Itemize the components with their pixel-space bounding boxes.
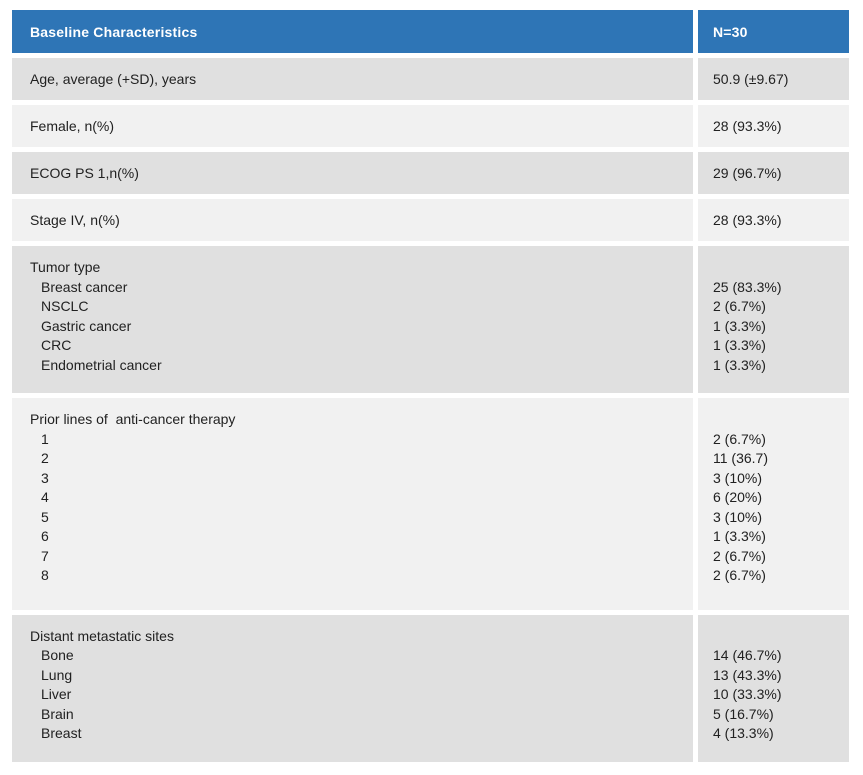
group-item-value: 6 (20%) xyxy=(713,489,763,505)
value-spacer xyxy=(698,410,849,430)
header-value-cell: N=30 xyxy=(698,10,849,53)
group-label: Tumor type xyxy=(30,259,101,275)
row-value-cell: 14 (46.7%) 13 (43.3%) 10 (33.3%) 5 (16.7%) 4… xyxy=(698,614,849,762)
table-title: Baseline Characteristics xyxy=(30,23,198,40)
row-value: 28 (93.3%) xyxy=(713,118,782,134)
group-item-value: 1 (3.3%) xyxy=(713,356,766,373)
group-item-value: 2 (6.7%) xyxy=(713,430,766,447)
group-item-value: 1 (3.3%) xyxy=(713,528,766,544)
group-item-label: 6 xyxy=(41,528,49,544)
row-label: Stage IV, n(%) xyxy=(30,212,120,228)
table-row: Female, n(%) 28 (93.3%) xyxy=(12,105,849,147)
group-item-label: 4 xyxy=(41,489,49,505)
group-item-value: 1 (3.3%) xyxy=(713,337,766,353)
table-row: ECOG PS 1,n(%) 29 (96.7%) xyxy=(12,152,849,194)
group-item-value: 11 (36.7) xyxy=(713,450,768,466)
group-item-value: 13 (43.3%) xyxy=(713,666,782,683)
group-item-label: CRC xyxy=(41,337,72,353)
group-item-value: 4 (13.3%) xyxy=(713,725,774,741)
row-label: Female, n(%) xyxy=(30,118,115,134)
row-label-cell: ECOG PS 1,n(%) xyxy=(12,152,693,194)
table-row: Distant metastatic sites Bone Lung Liver Bra… xyxy=(12,614,849,762)
table-row: Age, average (+SD), years 50.9 (±9.67) xyxy=(12,58,849,100)
row-value-cell: 28 (93.3%) xyxy=(698,105,849,147)
group-item-label: 2 xyxy=(41,450,49,466)
row-label-cell: Distant metastatic sites Bone Lung Liver Bra… xyxy=(12,614,693,762)
group-item-value: 2 (6.7%) xyxy=(713,298,766,314)
header-label-cell: Baseline Characteristics xyxy=(12,10,693,53)
table-row: Prior lines of anti-cancer therapy 1 2 3 4 5 6… xyxy=(12,398,849,610)
group-item-label: Liver xyxy=(41,686,72,702)
group-item-label: Gastric cancer xyxy=(41,317,132,334)
group-item-value: 25 (83.3%) xyxy=(713,278,782,295)
group-item-label: 1 xyxy=(41,430,49,447)
group-item-label: Endometrial cancer xyxy=(41,356,162,373)
table-rows: Age, average (+SD), years 50.9 (±9.67) Fem… xyxy=(12,58,849,762)
row-value: 29 (96.7%) xyxy=(713,165,782,181)
row-value-cell: 29 (96.7%) xyxy=(698,152,849,194)
row-value-cell: 2 (6.7%) 11 (36.7) 3 (10%) 6 (20%) 3 (10%) 1 … xyxy=(698,398,849,610)
group-item-value: 2 (6.7%) xyxy=(713,547,766,564)
sample-size-label: N=30 xyxy=(713,23,748,40)
row-value-cell: 25 (83.3%) 2 (6.7%) 1 (3.3%) 1 (3.3%) 1 (3.3… xyxy=(698,246,849,393)
row-label-cell: Prior lines of anti-cancer therapy 1 2 3 4 5 6… xyxy=(12,398,693,610)
group-item-label: 7 xyxy=(41,547,49,564)
group-item-value: 14 (46.7%) xyxy=(713,647,782,663)
group-item-value: 10 (33.3%) xyxy=(713,686,782,702)
row-label-cell: Female, n(%) xyxy=(12,105,693,147)
row-value-cell: 50.9 (±9.67) xyxy=(698,58,849,100)
row-label: ECOG PS 1,n(%) xyxy=(30,165,139,181)
group-item-label: Lung xyxy=(41,666,73,683)
group-item-label: Brain xyxy=(41,705,74,722)
group-label: Prior lines of anti-cancer therapy xyxy=(30,411,236,427)
group-item-value: 3 (10%) xyxy=(713,469,763,486)
group-item-label: 5 xyxy=(41,508,49,525)
row-value-cell: 28 (93.3%) xyxy=(698,199,849,241)
group-item-label: 3 xyxy=(41,469,49,486)
row-label-cell: Tumor type Breast cancer NSCLC Gastric canc… xyxy=(12,246,693,393)
group-item-label: NSCLC xyxy=(41,298,89,314)
row-label: Age, average (+SD), years xyxy=(30,71,197,87)
row-label-cell: Stage IV, n(%) xyxy=(12,199,693,241)
row-value: 28 (93.3%) xyxy=(713,212,782,228)
group-label: Distant metastatic sites xyxy=(30,627,174,644)
group-item-label: Breast xyxy=(41,725,82,741)
row-value: 50.9 (±9.67) xyxy=(713,71,789,87)
baseline-characteristics-table: Baseline Characteristics N=30 Age, avera… xyxy=(12,10,849,767)
table-header-row: Baseline Characteristics N=30 xyxy=(12,10,849,53)
table-row: Tumor type Breast cancer NSCLC Gastric canc… xyxy=(12,246,849,393)
value-spacer xyxy=(698,258,849,278)
group-item-value: 3 (10%) xyxy=(713,508,763,525)
table-row: Stage IV, n(%) 28 (93.3%) xyxy=(12,199,849,241)
group-item-label: Bone xyxy=(41,647,74,663)
group-item-value: 5 (16.7%) xyxy=(713,705,774,722)
group-item-label: 8 xyxy=(41,567,49,583)
group-item-label: Breast cancer xyxy=(41,278,128,295)
group-item-value: 2 (6.7%) xyxy=(713,567,766,583)
value-spacer xyxy=(698,627,849,647)
row-label-cell: Age, average (+SD), years xyxy=(12,58,693,100)
group-item-value: 1 (3.3%) xyxy=(713,317,766,334)
